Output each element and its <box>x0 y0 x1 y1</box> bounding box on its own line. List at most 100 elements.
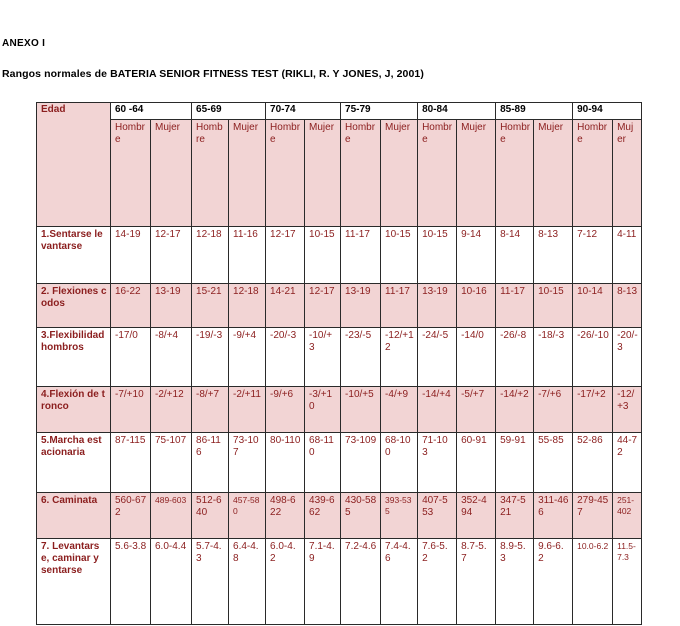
gender-header: Hombre <box>265 119 306 227</box>
table-cell: 11-17 <box>495 283 535 328</box>
table-cell: 68-100 <box>380 432 419 493</box>
table-cell: 12-18 <box>228 283 267 328</box>
gender-header: Hombre <box>110 119 151 227</box>
row-label: 5.Marcha estacionaria <box>36 432 111 493</box>
table-cell: -14/+2 <box>495 386 535 433</box>
table-cell: 8-14 <box>495 226 535 284</box>
table-cell: -26/-10 <box>572 327 614 387</box>
age-group-header: 65-69 <box>191 102 267 120</box>
table-cell: 11-16 <box>228 226 267 284</box>
table-cell: 86-116 <box>191 432 230 493</box>
age-group-header: 80-84 <box>417 102 497 120</box>
header-row-gender: Hombre Mujer Hombre Mujer Hombre Mujer H… <box>37 119 643 227</box>
table-cell: -10/+3 <box>304 327 342 387</box>
table-cell: 15-21 <box>191 283 230 328</box>
table-row: 1.Sentarse levantarse 14-19 12-17 12-18 11-… <box>36 226 643 284</box>
table-cell: -7/+10 <box>110 386 151 433</box>
table-cell: 251-402 <box>612 492 643 539</box>
table-cell: -26/-8 <box>495 327 535 387</box>
gender-header: Hombre <box>340 119 382 227</box>
table-cell: 10-14 <box>572 283 614 328</box>
table-cell: -14/0 <box>456 327 497 387</box>
table-cell: -23/-5 <box>340 327 382 387</box>
table-cell: -7/+6 <box>533 386 574 433</box>
row-label: 3.Flexibilidad hombros <box>36 327 111 387</box>
table-cell: 11-17 <box>340 226 382 284</box>
table-cell: 60-91 <box>456 432 497 493</box>
gender-header: Mujer <box>533 119 574 227</box>
table-cell: -5/+7 <box>456 386 497 433</box>
table-cell: 560-672 <box>110 492 151 539</box>
table-cell: 13-19 <box>340 283 382 328</box>
table-cell: -2/+11 <box>228 386 267 433</box>
gender-header: Mujer <box>228 119 267 227</box>
table-cell: -2/+12 <box>149 386 193 433</box>
table-cell: 10-15 <box>304 226 342 284</box>
table-cell: 87-115 <box>110 432 151 493</box>
table-row: 5.Marcha estacionaria 87-115 75-107 86-116… <box>36 432 643 493</box>
table-cell: 7.4-4.6 <box>380 538 419 625</box>
table-cell: 393-535 <box>380 492 419 539</box>
age-group-header: 85-89 <box>495 102 574 120</box>
table-cell: -17/+2 <box>572 386 614 433</box>
table-row: 6. Caminata 560-672 489-603 512-640 457-580… <box>36 492 643 539</box>
table-cell: -9/+4 <box>228 327 267 387</box>
table-cell: 12-18 <box>191 226 230 284</box>
row-label: 4.Flexión de tronco <box>36 386 111 433</box>
table-cell: -18/-3 <box>533 327 574 387</box>
table-cell: 407-553 <box>417 492 458 539</box>
table-cell: 8.9-5.3 <box>495 538 535 625</box>
table-cell: 430-585 <box>340 492 382 539</box>
table-row: 3.Flexibilidad hombros -17/0 -8/+4 -19/-3-… <box>36 327 643 387</box>
table-cell: 14-19 <box>110 226 151 284</box>
table-cell: 13-19 <box>417 283 458 328</box>
table-cell: 279-457 <box>572 492 614 539</box>
table-cell: 311-466 <box>533 492 574 539</box>
table-cell: 75-107 <box>149 432 193 493</box>
table-cell: 7-12 <box>572 226 614 284</box>
table-cell: 457-580 <box>228 492 267 539</box>
table-cell: 68-110 <box>304 432 342 493</box>
table-heading: Rangos normales de BATERIA SENIOR FITNES… <box>2 68 424 80</box>
gender-header: Mujer <box>456 119 497 227</box>
table-cell: 9-14 <box>456 226 497 284</box>
table-cell: 439-662 <box>304 492 342 539</box>
table-cell: 11-17 <box>380 283 419 328</box>
row-label: 7. Levantarse, caminar y sentarse <box>36 538 111 625</box>
fitness-ranges-table: Edad 60 -64 65-69 70-74 75-79 80-84 85-8… <box>36 102 643 625</box>
table-cell: 512-640 <box>191 492 230 539</box>
table-cell: -14/+4 <box>417 386 458 433</box>
table-cell: 52-86 <box>572 432 614 493</box>
table-cell: 6.0-4.4 <box>149 538 193 625</box>
table-cell: -8/+7 <box>191 386 230 433</box>
table-cell: 498-622 <box>265 492 306 539</box>
table-cell: 10-16 <box>456 283 497 328</box>
table-cell: 10-15 <box>380 226 419 284</box>
annex-label: ANEXO I <box>2 38 46 49</box>
table-cell: 71-103 <box>417 432 458 493</box>
table-row: 4.Flexión de tronco -7/+10 -2/+12 -8/+7 -2/… <box>36 386 643 433</box>
age-group-header: 70-74 <box>265 102 342 120</box>
table-cell: 352-494 <box>456 492 497 539</box>
table-cell: 8.7-5.7 <box>456 538 497 625</box>
table-cell: 10.0-6.2 <box>572 538 614 625</box>
table-cell: 10-15 <box>533 283 574 328</box>
table-cell: 12-17 <box>265 226 306 284</box>
table-cell: 12-17 <box>149 226 193 284</box>
table-cell: 7.6-5.2 <box>417 538 458 625</box>
table-cell: -10/+5 <box>340 386 382 433</box>
table-cell: 16-22 <box>110 283 151 328</box>
table-cell: 55-85 <box>533 432 574 493</box>
table-cell: -17/0 <box>110 327 151 387</box>
table-cell: 5.6-3.8 <box>110 538 151 625</box>
table-cell: 5.7-4.3 <box>191 538 230 625</box>
header-row-age-groups: Edad 60 -64 65-69 70-74 75-79 80-84 85-8… <box>36 102 643 227</box>
table-cell: -24/-5 <box>417 327 458 387</box>
table-cell: 7.1-4.9 <box>304 538 342 625</box>
row-label: 6. Caminata <box>36 492 111 539</box>
gender-header: Hombre <box>191 119 230 227</box>
age-group-header: 75-79 <box>340 102 419 120</box>
table-cell: 6.0-4.2 <box>265 538 306 625</box>
table-cell: 347-521 <box>495 492 535 539</box>
table-row: 7. Levantarse, caminar y sentarse 5.6-3.… <box>36 538 643 625</box>
